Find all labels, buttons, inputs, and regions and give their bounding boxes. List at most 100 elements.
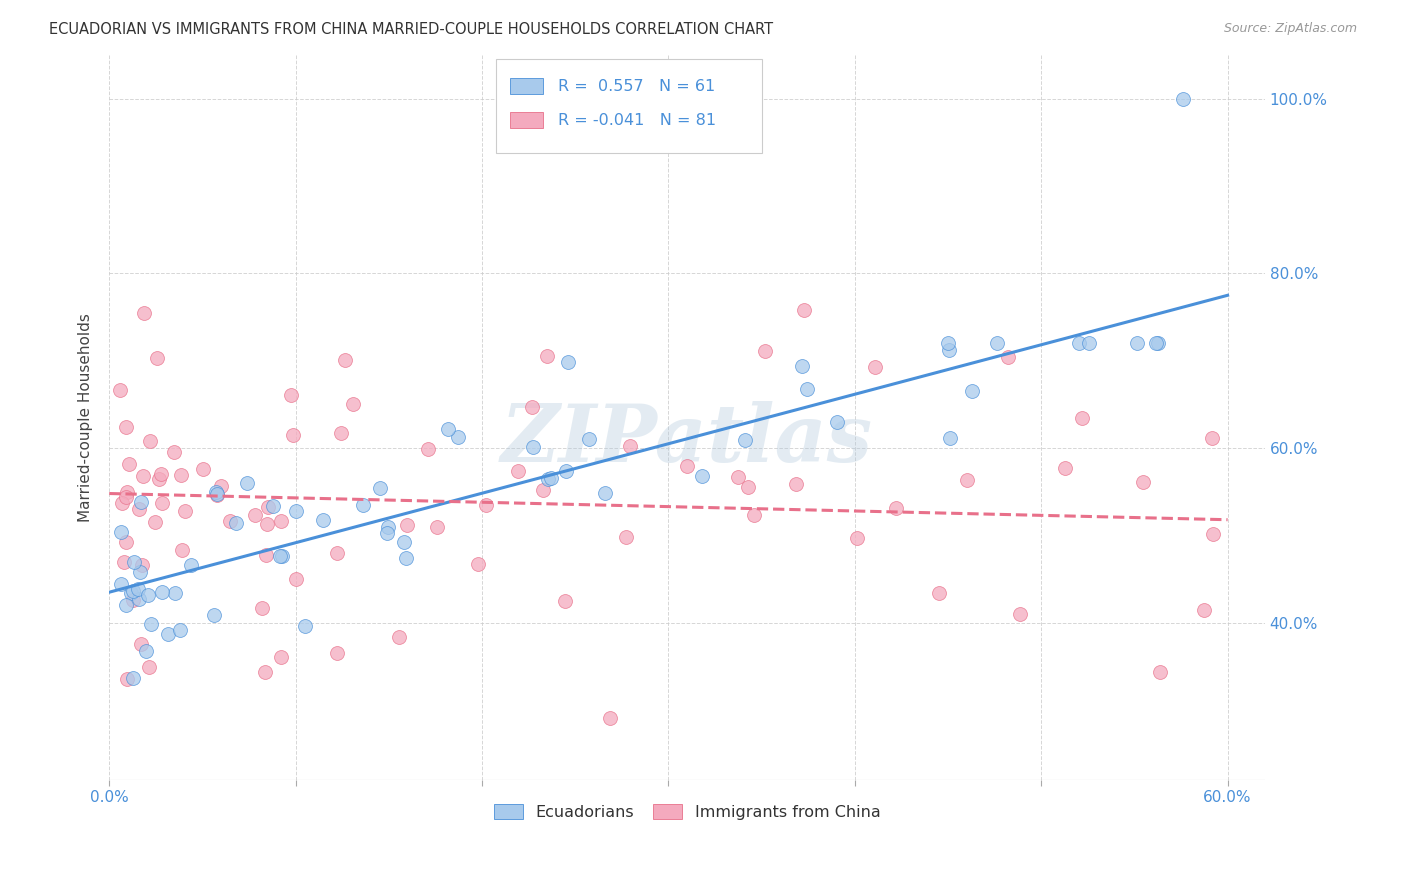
- Point: [377, 520, 399, 534]
- Point: [938, 343, 960, 358]
- Point: [1201, 431, 1223, 445]
- Point: [754, 343, 776, 358]
- Point: [115, 490, 138, 504]
- Point: [256, 517, 278, 532]
- Point: [122, 555, 145, 569]
- Point: [134, 306, 156, 320]
- Point: [1071, 411, 1094, 425]
- Point: [115, 673, 138, 687]
- Point: [520, 400, 543, 414]
- Point: [150, 467, 173, 481]
- Point: [128, 501, 150, 516]
- Point: [827, 415, 849, 429]
- Point: [508, 464, 530, 478]
- Point: [1010, 607, 1032, 621]
- Point: [138, 660, 160, 674]
- Point: [1132, 475, 1154, 489]
- Point: [388, 630, 411, 644]
- Point: [110, 524, 132, 539]
- Point: [127, 582, 149, 597]
- Point: [593, 486, 616, 500]
- Text: R =  0.557   N = 61: R = 0.557 N = 61: [558, 78, 716, 94]
- Point: [792, 359, 814, 374]
- Point: [737, 480, 759, 494]
- Point: [533, 483, 555, 497]
- Legend: Ecuadorians, Immigrants from China: Ecuadorians, Immigrants from China: [488, 798, 887, 826]
- Point: [115, 484, 138, 499]
- Point: [734, 433, 756, 447]
- Point: [128, 592, 150, 607]
- Point: [108, 383, 131, 397]
- Point: [280, 388, 302, 402]
- Point: [884, 500, 907, 515]
- Point: [284, 572, 307, 586]
- Point: [1067, 336, 1090, 351]
- Point: [180, 558, 202, 573]
- Point: [225, 516, 247, 531]
- Point: [793, 303, 815, 318]
- Point: [170, 543, 193, 558]
- Point: [330, 425, 353, 440]
- Point: [557, 355, 579, 369]
- Point: [253, 665, 276, 679]
- Point: [342, 397, 364, 411]
- Point: [447, 430, 470, 444]
- Point: [163, 445, 186, 459]
- Point: [156, 627, 179, 641]
- Point: [254, 548, 277, 562]
- Point: [467, 558, 489, 572]
- Point: [742, 508, 765, 522]
- Point: [121, 671, 143, 685]
- Text: ECUADORIAN VS IMMIGRANTS FROM CHINA MARRIED-COUPLE HOUSEHOLDS CORRELATION CHART: ECUADORIAN VS IMMIGRANTS FROM CHINA MARR…: [49, 22, 773, 37]
- Point: [1146, 336, 1168, 351]
- Point: [1053, 460, 1076, 475]
- Point: [1077, 336, 1099, 351]
- Point: [143, 515, 166, 529]
- Point: [619, 439, 641, 453]
- Point: [122, 592, 145, 607]
- Point: [257, 500, 280, 514]
- Point: [599, 711, 621, 725]
- Text: Source: ZipAtlas.com: Source: ZipAtlas.com: [1223, 22, 1357, 36]
- Point: [146, 351, 169, 365]
- Point: [555, 464, 578, 478]
- Point: [1171, 92, 1194, 106]
- Point: [522, 440, 544, 454]
- Point: [392, 535, 415, 549]
- Point: [284, 504, 307, 518]
- Point: [426, 519, 449, 533]
- Point: [209, 479, 232, 493]
- Point: [118, 458, 141, 472]
- Point: [326, 546, 349, 560]
- Point: [537, 472, 560, 486]
- FancyBboxPatch shape: [496, 59, 762, 153]
- Point: [173, 503, 195, 517]
- Point: [281, 428, 304, 442]
- Point: [675, 459, 697, 474]
- Point: [727, 469, 749, 483]
- Point: [936, 336, 959, 351]
- Point: [163, 586, 186, 600]
- Point: [115, 599, 138, 613]
- Point: [1202, 526, 1225, 541]
- Point: [270, 650, 292, 665]
- Text: R = -0.041   N = 81: R = -0.041 N = 81: [558, 113, 717, 128]
- Point: [129, 565, 152, 579]
- FancyBboxPatch shape: [510, 112, 543, 128]
- Point: [114, 534, 136, 549]
- Point: [796, 382, 818, 396]
- Point: [475, 498, 498, 512]
- Y-axis label: Married-couple Households: Married-couple Households: [79, 313, 93, 522]
- Point: [536, 350, 558, 364]
- Point: [111, 496, 134, 510]
- Point: [1126, 336, 1149, 351]
- Point: [169, 623, 191, 637]
- Point: [250, 600, 273, 615]
- FancyBboxPatch shape: [510, 78, 543, 95]
- Point: [928, 586, 950, 600]
- Point: [129, 495, 152, 509]
- Point: [205, 487, 228, 501]
- Point: [785, 477, 807, 491]
- Point: [271, 549, 294, 564]
- Point: [863, 359, 886, 374]
